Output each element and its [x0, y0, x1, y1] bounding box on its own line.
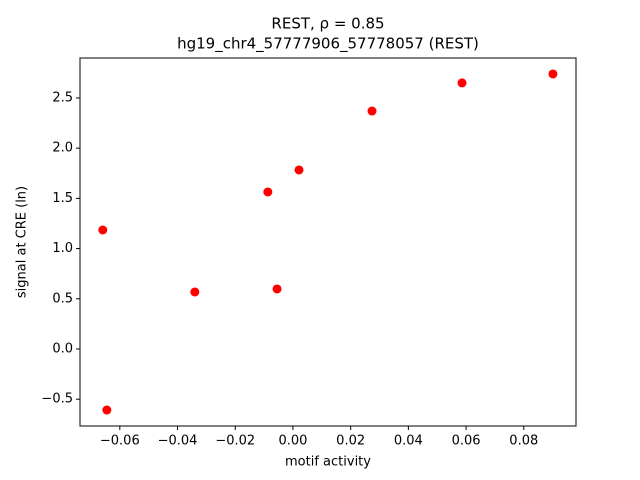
x-tick-label: 0.08 — [509, 434, 538, 449]
x-tick-label: 0.04 — [394, 434, 423, 449]
x-tick-label: −0.04 — [158, 434, 198, 449]
y-tick-label: 2.0 — [52, 141, 73, 156]
point — [272, 284, 282, 294]
y-tick-label: −0.5 — [41, 392, 73, 407]
point — [98, 225, 108, 235]
point — [457, 78, 467, 88]
point — [102, 405, 112, 415]
chart-title: REST, ρ = 0.85 — [271, 15, 384, 33]
y-axis-label: signal at CRE (ln) — [15, 186, 30, 298]
y-tick-label: 0.5 — [52, 291, 73, 306]
plot-frame — [79, 57, 577, 427]
y-tick-label: 2.5 — [52, 90, 73, 105]
point — [548, 69, 558, 79]
x-tick-label: 0.02 — [336, 434, 365, 449]
x-tick-label: −0.06 — [100, 434, 140, 449]
y-tick-label: 0.0 — [52, 341, 73, 356]
point — [263, 187, 273, 197]
x-tick-label: −0.02 — [215, 434, 255, 449]
point — [294, 165, 304, 175]
y-tick-label: 1.5 — [52, 191, 73, 206]
x-tick-label: 0.00 — [278, 434, 307, 449]
x-tick-label: 0.06 — [452, 434, 481, 449]
point — [190, 287, 200, 297]
y-tick-label: 1.0 — [52, 241, 73, 256]
point — [367, 106, 377, 116]
chart-subtitle: hg19_chr4_57777906_57778057 (REST) — [177, 35, 479, 54]
x-axis-label: motif activity — [285, 455, 371, 470]
